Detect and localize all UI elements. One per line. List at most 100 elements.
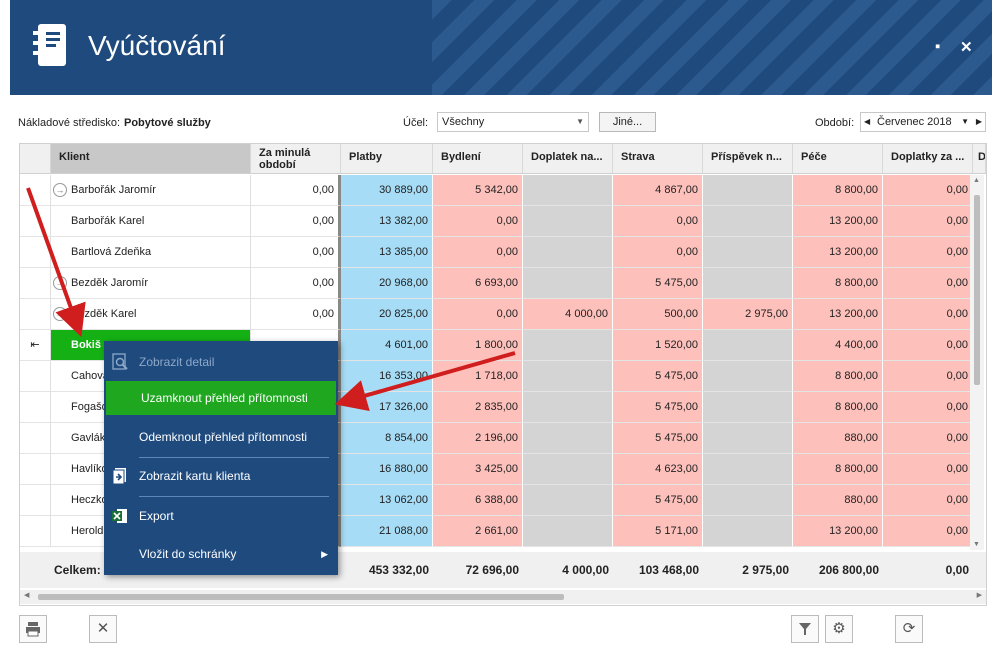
scroll-left-icon[interactable]: ◀: [24, 592, 30, 599]
menu-item-show-detail[interactable]: Zobrazit detail: [104, 345, 338, 379]
column-header-prev[interactable]: Za minulá období: [251, 144, 341, 174]
cell-prispevek[interactable]: [703, 485, 793, 516]
row-indicator[interactable]: [20, 361, 51, 392]
cell-strava[interactable]: 500,00: [613, 299, 703, 330]
cell-platby[interactable]: 30 889,00: [341, 175, 433, 206]
menu-item-unlock-attendance[interactable]: Odemknout přehled přítomnosti: [104, 420, 338, 454]
client-name-cell[interactable]: Barbořák Karel: [51, 206, 251, 237]
cell-bydleni[interactable]: 2 196,00: [433, 423, 523, 454]
cell-platby[interactable]: 8 854,00: [341, 423, 433, 454]
cell-bydleni[interactable]: 2 835,00: [433, 392, 523, 423]
cell-doplatek[interactable]: [523, 237, 613, 268]
horizontal-scroll-thumb[interactable]: [38, 594, 564, 600]
cell-doplatek[interactable]: [523, 516, 613, 547]
cell-platby[interactable]: 16 880,00: [341, 454, 433, 485]
cell-bydleni[interactable]: 5 342,00: [433, 175, 523, 206]
other-button[interactable]: Jiné...: [599, 112, 656, 132]
column-header-platby[interactable]: Platby: [341, 144, 433, 174]
cell-bydleni[interactable]: 6 693,00: [433, 268, 523, 299]
cell-prev[interactable]: 0,00: [251, 299, 341, 330]
cell-platby[interactable]: 13 385,00: [341, 237, 433, 268]
column-header-strava[interactable]: Strava: [613, 144, 703, 174]
cell-strava[interactable]: 5 475,00: [613, 423, 703, 454]
cell-doplatky[interactable]: 0,00: [883, 299, 973, 330]
cell-pece[interactable]: 13 200,00: [793, 206, 883, 237]
cell-doplatek[interactable]: [523, 454, 613, 485]
menu-item-client-card[interactable]: Zobrazit kartu klienta: [104, 459, 338, 493]
cell-prev[interactable]: 0,00: [251, 237, 341, 268]
row-indicator[interactable]: [20, 268, 51, 299]
cell-strava[interactable]: 5 171,00: [613, 516, 703, 547]
cell-prispevek[interactable]: 2 975,00: [703, 299, 793, 330]
row-indicator[interactable]: [20, 423, 51, 454]
cell-platby[interactable]: 20 968,00: [341, 268, 433, 299]
cell-prispevek[interactable]: [703, 361, 793, 392]
menu-item-lock-attendance[interactable]: Uzamknout přehled přítomnosti: [106, 381, 336, 415]
cell-bydleni[interactable]: 0,00: [433, 237, 523, 268]
client-name-cell[interactable]: Bartlová Zdeňka: [51, 237, 251, 268]
cell-prispevek[interactable]: [703, 268, 793, 299]
row-indicator[interactable]: [20, 392, 51, 423]
vertical-scrollbar[interactable]: ▲ ▼: [970, 175, 984, 550]
tools-button[interactable]: ✕: [89, 615, 117, 643]
cell-platby[interactable]: 20 825,00: [341, 299, 433, 330]
row-indicator[interactable]: [20, 454, 51, 485]
chevron-right-icon[interactable]: ▶: [975, 117, 982, 126]
cell-strava[interactable]: 4 867,00: [613, 175, 703, 206]
cell-doplatky[interactable]: 0,00: [883, 485, 973, 516]
cell-bydleni[interactable]: 3 425,00: [433, 454, 523, 485]
cell-prev[interactable]: 0,00: [251, 206, 341, 237]
cell-platby[interactable]: 13 382,00: [341, 206, 433, 237]
cell-doplatky[interactable]: 0,00: [883, 330, 973, 361]
cell-pece[interactable]: 13 200,00: [793, 516, 883, 547]
scroll-right-icon[interactable]: ▶: [976, 592, 982, 599]
vertical-scroll-thumb[interactable]: [974, 195, 980, 385]
column-header-pece[interactable]: Péče: [793, 144, 883, 174]
cell-platby[interactable]: 21 088,00: [341, 516, 433, 547]
cell-bydleni[interactable]: 2 661,00: [433, 516, 523, 547]
cell-strava[interactable]: 5 475,00: [613, 268, 703, 299]
cell-doplatky[interactable]: 0,00: [883, 361, 973, 392]
cell-bydleni[interactable]: 0,00: [433, 299, 523, 330]
client-name-cell[interactable]: Bezděk Jaromír: [51, 268, 251, 299]
horizontal-scrollbar[interactable]: ◀ ▶: [20, 590, 986, 604]
cell-platby[interactable]: 4 601,00: [341, 330, 433, 361]
cell-pece[interactable]: 8 800,00: [793, 392, 883, 423]
cell-prispevek[interactable]: [703, 454, 793, 485]
cell-strava[interactable]: 0,00: [613, 237, 703, 268]
cell-prispevek[interactable]: [703, 423, 793, 454]
cell-prev[interactable]: 0,00: [251, 175, 341, 206]
close-icon[interactable]: ✕: [960, 39, 973, 56]
cell-prispevek[interactable]: [703, 206, 793, 237]
cell-prispevek[interactable]: [703, 237, 793, 268]
column-header-doplatky[interactable]: Doplatky za ...: [883, 144, 973, 174]
cell-doplatek[interactable]: [523, 206, 613, 237]
cell-pece[interactable]: 8 800,00: [793, 268, 883, 299]
cell-doplatky[interactable]: 0,00: [883, 237, 973, 268]
cell-prispevek[interactable]: [703, 175, 793, 206]
column-header-bydleni[interactable]: Bydlení: [433, 144, 523, 174]
expand-circle-icon[interactable]: →: [53, 183, 67, 197]
cell-strava[interactable]: 0,00: [613, 206, 703, 237]
scroll-up-icon[interactable]: ▲: [973, 177, 980, 184]
cell-pece[interactable]: 8 800,00: [793, 361, 883, 392]
print-button[interactable]: [19, 615, 47, 643]
cell-pece[interactable]: 8 800,00: [793, 175, 883, 206]
refresh-button[interactable]: ⟳: [895, 615, 923, 643]
cell-strava[interactable]: 5 475,00: [613, 485, 703, 516]
cell-prispevek[interactable]: [703, 392, 793, 423]
cell-doplatek[interactable]: [523, 485, 613, 516]
chevron-down-icon[interactable]: ▼: [961, 117, 969, 126]
cell-prispevek[interactable]: [703, 516, 793, 547]
row-indicator[interactable]: [20, 299, 51, 330]
cell-doplatky[interactable]: 0,00: [883, 206, 973, 237]
cell-doplatky[interactable]: 0,00: [883, 392, 973, 423]
cell-doplatky[interactable]: 0,00: [883, 516, 973, 547]
cell-doplatek[interactable]: [523, 175, 613, 206]
row-indicator[interactable]: [20, 175, 51, 206]
filter-button[interactable]: [791, 615, 819, 643]
cell-bydleni[interactable]: 6 388,00: [433, 485, 523, 516]
maximize-icon[interactable]: ▪: [935, 38, 941, 55]
cell-pece[interactable]: 13 200,00: [793, 299, 883, 330]
cell-bydleni[interactable]: 1 800,00: [433, 330, 523, 361]
